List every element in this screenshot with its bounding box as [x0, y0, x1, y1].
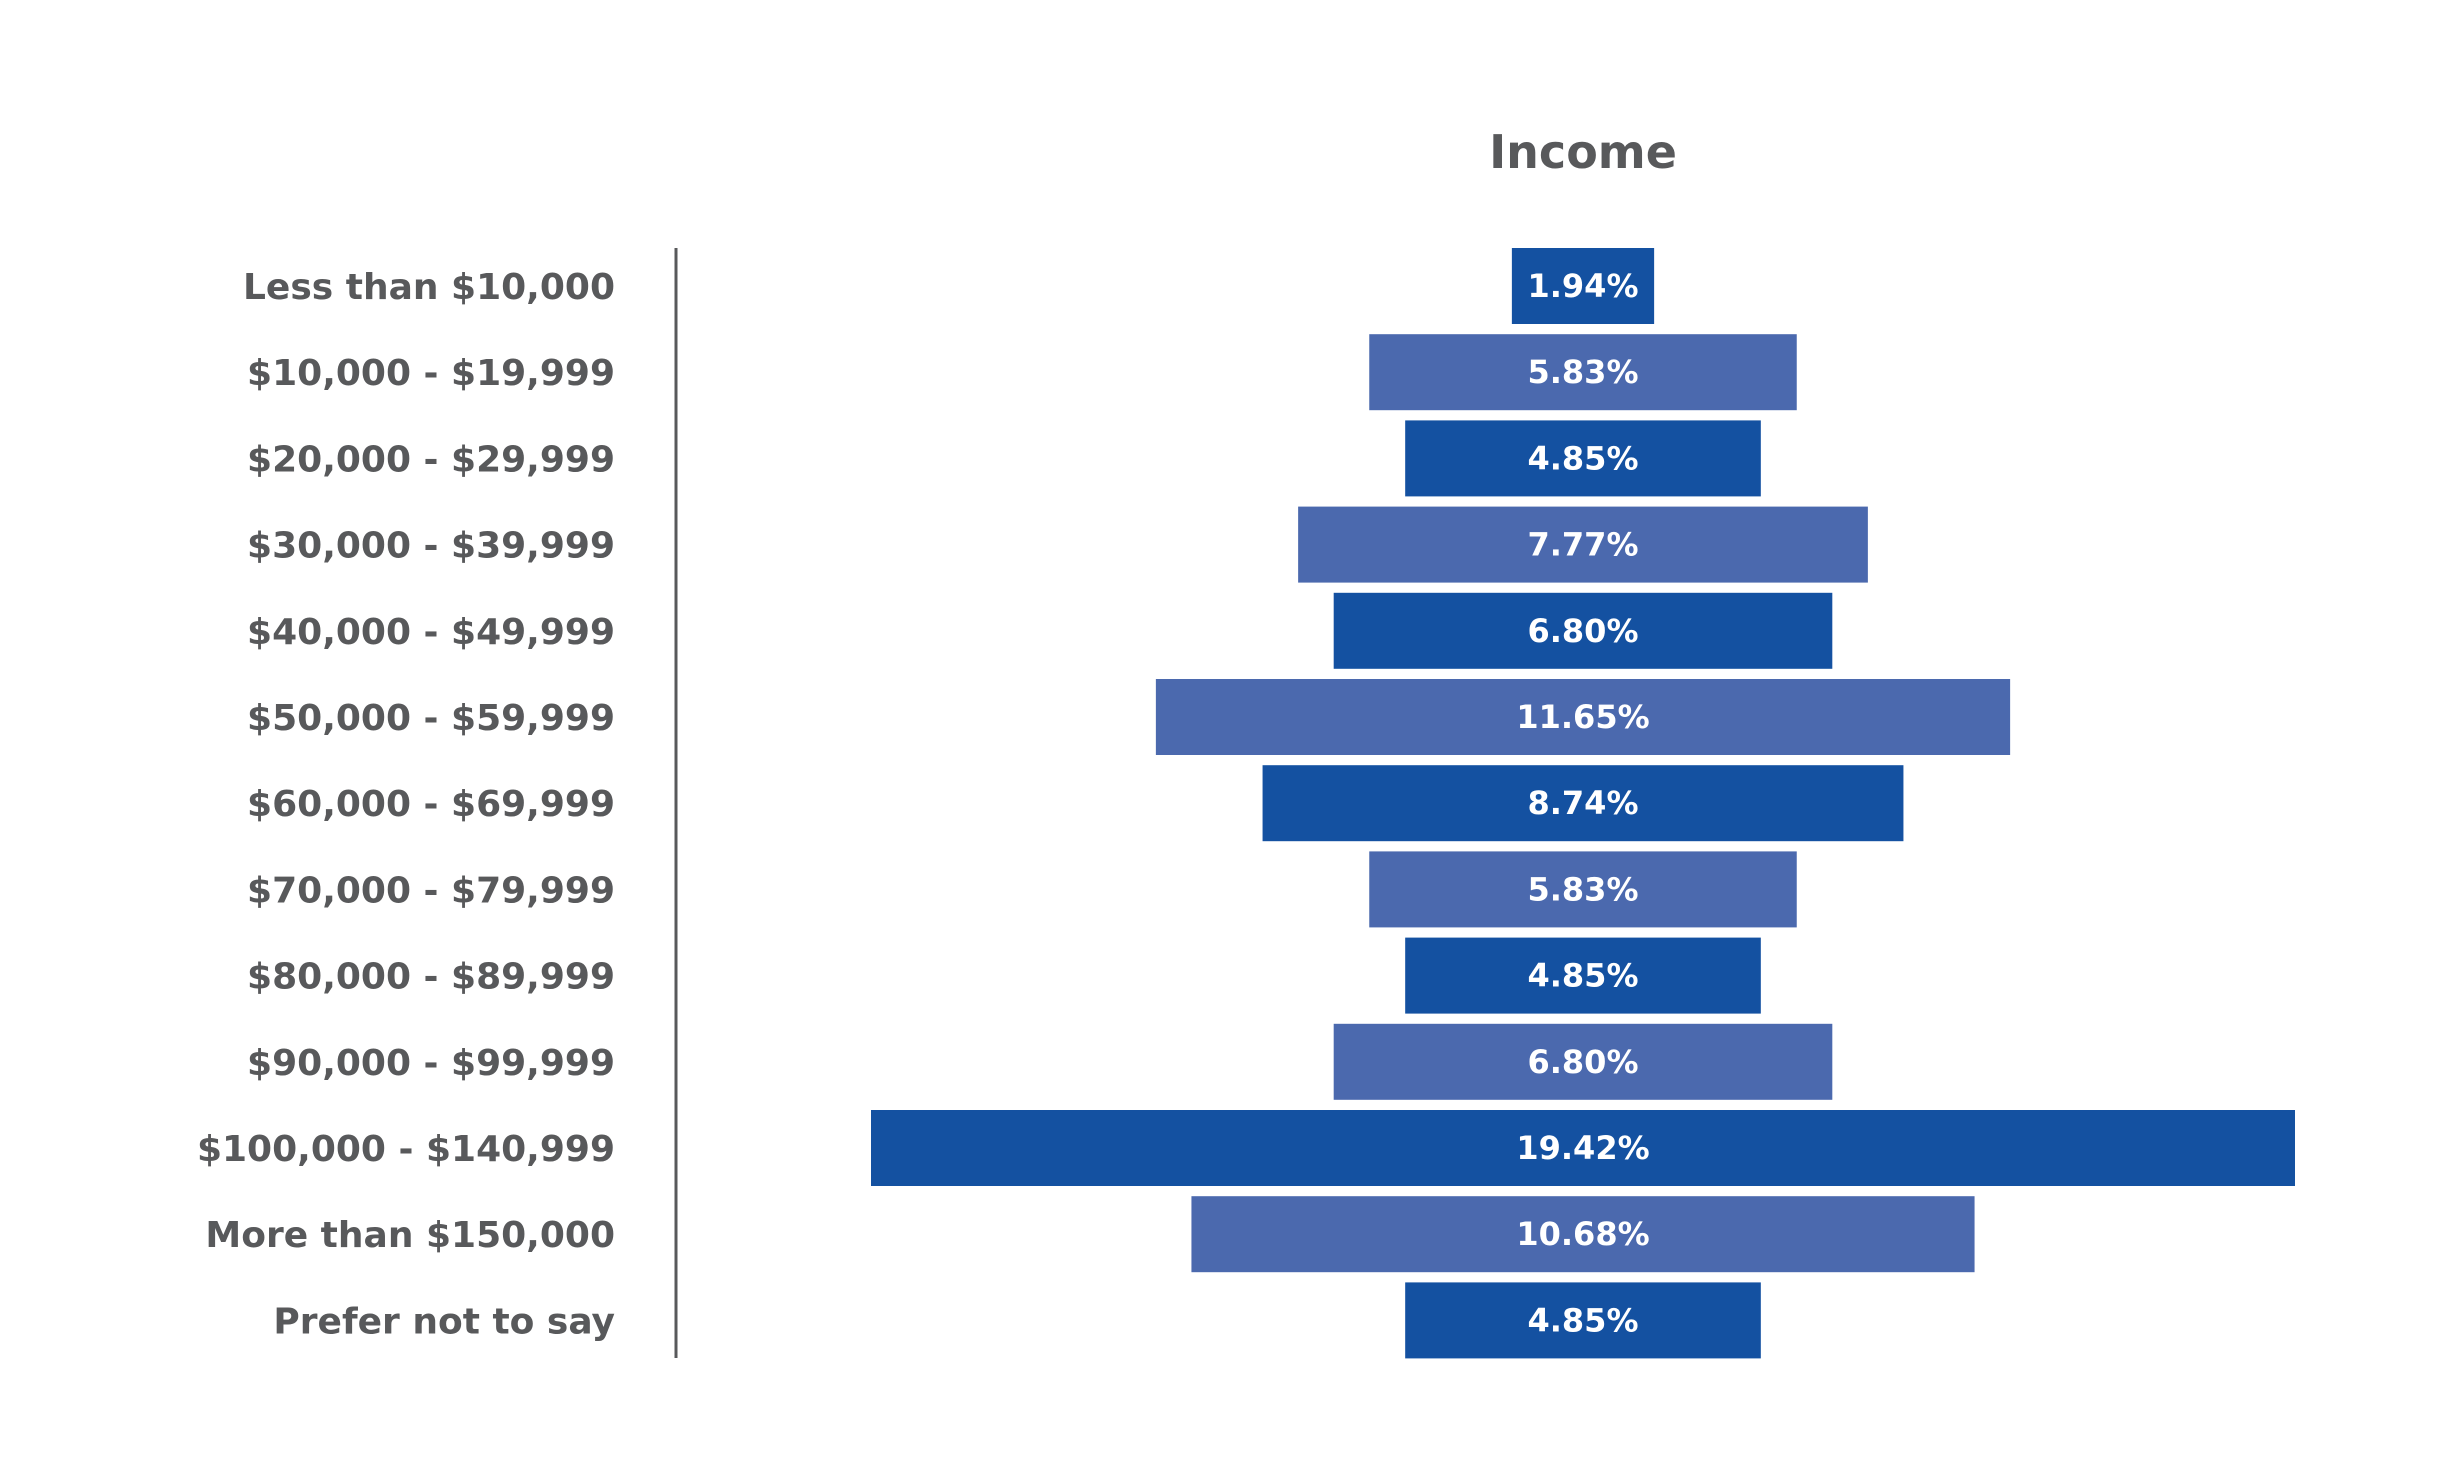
bar-data-label: 6.80% [1527, 1043, 1638, 1081]
bar-data-label: 6.80% [1527, 612, 1638, 650]
category-label: $60,000 - $69,999 [247, 784, 615, 825]
bar [1405, 1282, 1761, 1359]
bar [1191, 1196, 1975, 1273]
bar [1155, 679, 2011, 755]
bar-data-label: 4.85% [1527, 439, 1638, 477]
bar-data-label: 11.65% [1516, 698, 1649, 736]
bar [1298, 506, 1868, 583]
category-label: $30,000 - $39,999 [247, 526, 615, 567]
category-label: $90,000 - $99,999 [247, 1043, 615, 1084]
bar-data-label: 19.42% [1516, 1129, 1649, 1167]
bar [1369, 334, 1797, 411]
bar-data-label: 10.68% [1516, 1215, 1649, 1253]
category-label: $20,000 - $29,999 [247, 439, 615, 480]
category-labels: Less than $10,000 $10,000 - $19,999 $20,00… [197, 267, 615, 1342]
bar-data-label: 4.85% [1527, 957, 1638, 995]
bar [1262, 765, 1904, 842]
category-label: $70,000 - $79,999 [247, 870, 615, 911]
bar [871, 1110, 2295, 1186]
bar-data-label: 1.94% [1527, 267, 1638, 305]
category-label: $100,000 - $140,999 [197, 1129, 615, 1170]
bar [1333, 1023, 1833, 1100]
bar [1405, 937, 1761, 1014]
bars [871, 248, 2295, 1359]
category-label: $10,000 - $19,999 [247, 353, 615, 394]
category-label: $40,000 - $49,999 [247, 612, 615, 653]
bar [1333, 592, 1833, 669]
bar [1511, 248, 1655, 324]
category-label: $80,000 - $89,999 [247, 957, 615, 998]
category-label: Prefer not to say [273, 1301, 615, 1342]
bar [1405, 420, 1761, 497]
bar-data-label: 7.77% [1527, 526, 1638, 564]
category-label: More than $150,000 [205, 1215, 615, 1256]
bar-data-label: 4.85% [1527, 1301, 1638, 1339]
bar-data-label: 8.74% [1527, 784, 1638, 822]
bar-data-labels: 1.94% 5.83% 4.85% 7.77% 6.80% 11.65% 8.74% 5.83… [1516, 267, 1649, 1339]
bar-data-label: 5.83% [1527, 353, 1638, 391]
bar-data-label: 5.83% [1527, 870, 1638, 908]
category-label: Less than $10,000 [243, 267, 615, 308]
chart-title: Income [1489, 125, 1677, 179]
bar [1369, 851, 1797, 928]
category-label: $50,000 - $59,999 [247, 698, 615, 739]
